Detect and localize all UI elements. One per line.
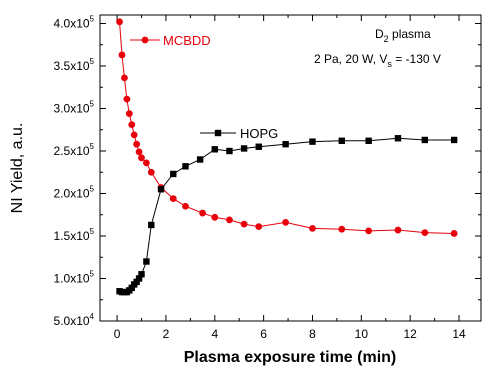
data-point-mcbdd — [135, 148, 143, 156]
data-point-hopg — [282, 141, 289, 148]
series-hopg — [116, 135, 458, 296]
data-point-mcbdd — [125, 110, 133, 117]
annotation-conditions: 2 Pa, 20 W, Vs = -130 V — [314, 52, 441, 69]
x-tick-label: 4 — [211, 327, 218, 341]
data-point-mcbdd — [116, 18, 123, 26]
data-point-hopg — [143, 258, 150, 265]
y-tick-label: 3.5x105 — [54, 57, 95, 73]
data-point-hopg — [135, 275, 143, 282]
data-point-mcbdd — [211, 213, 219, 221]
y-axis-title: NI Yield, a.u. — [9, 123, 26, 214]
data-point-hopg — [309, 138, 316, 145]
data-point-hopg — [133, 278, 140, 286]
data-point-mcbdd — [226, 216, 233, 224]
data-point-mcbdd — [282, 219, 290, 226]
data-point-mcbdd — [450, 230, 458, 237]
data-point-hopg — [394, 135, 402, 142]
data-point-mcbdd — [130, 131, 138, 139]
legend-sample-hopg — [200, 129, 236, 137]
data-point-mcbdd — [121, 74, 128, 82]
data-point-hopg — [421, 136, 429, 144]
x-axis-title: Plasma exposure time (min) — [184, 349, 397, 366]
data-point-mcbdd — [338, 225, 346, 233]
data-point-hopg — [365, 137, 372, 144]
data-point-mcbdd — [118, 51, 126, 59]
legend-label-hopg: HOPG — [240, 126, 278, 141]
data-point-hopg — [170, 170, 177, 178]
y-tick-label: 4.0x105 — [54, 15, 95, 31]
y-tick-label: 1.0x105 — [54, 270, 95, 286]
data-point-hopg — [148, 221, 155, 229]
data-point-hopg — [138, 271, 145, 278]
data-point-mcbdd — [365, 227, 373, 235]
x-tick-label: 8 — [309, 327, 316, 341]
data-point-hopg — [450, 136, 458, 144]
data-point-hopg — [226, 147, 233, 155]
data-point-mcbdd — [394, 226, 402, 234]
data-point-hopg — [196, 156, 204, 163]
x-tick-label: 12 — [403, 327, 417, 341]
data-point-hopg — [157, 186, 165, 193]
legend-marker-hopg — [214, 129, 222, 137]
data-point-hopg — [240, 145, 248, 152]
data-point-hopg — [182, 163, 189, 170]
annotation-plasma: D2 plasma — [375, 27, 431, 44]
y-tick-labels: 5.0x104 1.0x105 1.5x105 2.0x105 2.5x105 3.0x1… — [54, 15, 95, 329]
data-point-mcbdd — [169, 195, 177, 203]
data-point-mcbdd — [133, 140, 141, 148]
data-point-mcbdd — [182, 202, 189, 210]
y-tick-label: 2.0x105 — [54, 185, 95, 201]
x-tick-label: 0 — [114, 327, 121, 341]
data-point-hopg — [128, 284, 135, 292]
data-point-mcbdd — [138, 154, 145, 162]
legend-marker-mcbdd — [141, 36, 149, 44]
data-point-hopg — [211, 146, 218, 153]
axis-ticks — [100, 15, 481, 322]
data-point-mcbdd — [123, 95, 131, 103]
y-tick-label: 1.5x105 — [54, 227, 95, 243]
data-point-mcbdd — [128, 121, 136, 129]
data-point-mcbdd — [421, 229, 429, 237]
x-tick-label: 2 — [163, 327, 170, 341]
x-tick-label: 10 — [355, 327, 369, 341]
y-tick-label: 3.0x105 — [54, 100, 95, 116]
series-layer — [116, 18, 458, 296]
data-point-mcbdd — [147, 168, 155, 176]
y-tick-label: 5.0x104 — [54, 312, 95, 328]
data-point-mcbdd — [255, 223, 263, 231]
x-tick-labels: 0 2 4 6 8 10 12 14 — [114, 327, 466, 341]
data-point-mcbdd — [143, 159, 150, 167]
series-line-hopg — [119, 137, 455, 293]
data-point-mcbdd — [199, 209, 206, 217]
y-tick-label: 2.5x105 — [54, 142, 95, 158]
x-tick-label: 6 — [260, 327, 267, 341]
legend-sample-mcbdd — [130, 36, 160, 44]
data-point-mcbdd — [240, 220, 248, 228]
plot-frame — [99, 14, 482, 322]
legend-label-mcbdd: MCBDD — [163, 33, 211, 48]
data-point-mcbdd — [309, 224, 316, 232]
data-point-hopg — [255, 143, 262, 150]
x-tick-label: 14 — [452, 327, 466, 341]
data-point-hopg — [338, 137, 345, 144]
